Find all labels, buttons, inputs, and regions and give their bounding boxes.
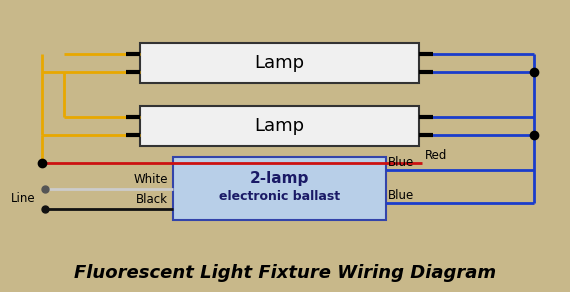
Text: electronic ballast: electronic ballast	[219, 190, 340, 203]
FancyBboxPatch shape	[140, 106, 419, 146]
FancyBboxPatch shape	[140, 43, 419, 83]
Text: 2-lamp: 2-lamp	[250, 171, 309, 186]
Text: Fluorescent Light Fixture Wiring Diagram: Fluorescent Light Fixture Wiring Diagram	[74, 264, 496, 282]
Text: Lamp: Lamp	[254, 54, 304, 72]
Text: Blue: Blue	[388, 189, 414, 202]
Text: Line: Line	[11, 192, 36, 206]
Text: Lamp: Lamp	[254, 117, 304, 135]
Text: Blue: Blue	[388, 156, 414, 169]
Text: White: White	[133, 173, 168, 186]
FancyBboxPatch shape	[173, 157, 385, 220]
Text: Black: Black	[136, 193, 168, 206]
Text: Red: Red	[425, 149, 447, 162]
